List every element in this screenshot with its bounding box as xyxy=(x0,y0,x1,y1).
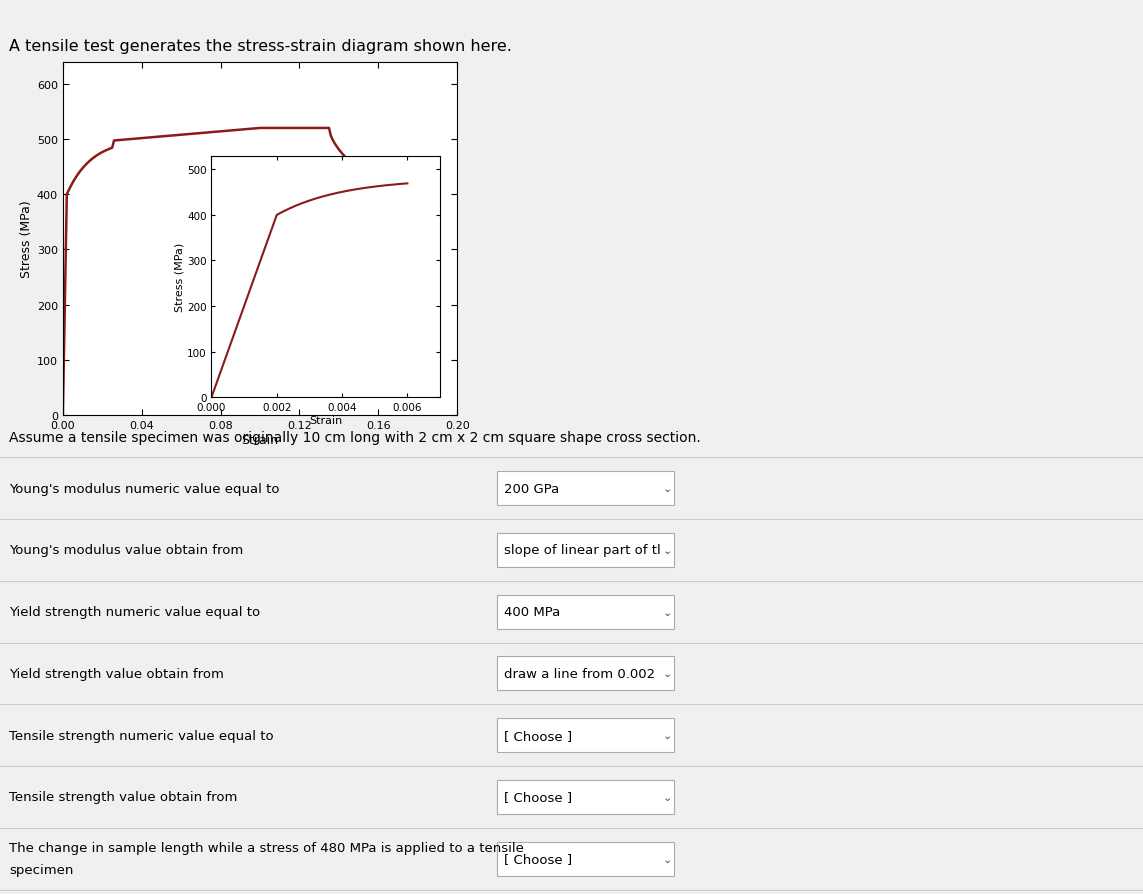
Text: Assume a tensile specimen was originally 10 cm long with 2 cm x 2 cm square shap: Assume a tensile specimen was originally… xyxy=(9,431,701,445)
Text: Young's modulus value obtain from: Young's modulus value obtain from xyxy=(9,544,243,557)
Text: ⌄: ⌄ xyxy=(663,484,672,493)
Text: ⌄: ⌄ xyxy=(663,854,672,864)
Text: Yield strength numeric value equal to: Yield strength numeric value equal to xyxy=(9,605,261,619)
Text: [ Choose ]: [ Choose ] xyxy=(504,852,573,865)
Text: ⌄: ⌄ xyxy=(663,545,672,555)
Text: ⌄: ⌄ xyxy=(663,669,672,679)
Text: Tensile strength numeric value equal to: Tensile strength numeric value equal to xyxy=(9,729,274,742)
Text: The change in sample length while a stress of 480 MPa is applied to a tensile: The change in sample length while a stre… xyxy=(9,841,523,855)
Text: ⌄: ⌄ xyxy=(663,607,672,617)
X-axis label: Strain: Strain xyxy=(241,434,279,446)
Text: draw a line from 0.002: draw a line from 0.002 xyxy=(504,667,660,680)
Y-axis label: Stress (MPa): Stress (MPa) xyxy=(174,242,184,312)
Text: slope of linear part of tl: slope of linear part of tl xyxy=(504,544,661,557)
Text: A tensile test generates the stress-strain diagram shown here.: A tensile test generates the stress-stra… xyxy=(9,39,512,55)
X-axis label: Strain: Strain xyxy=(309,416,343,426)
Text: 400 MPa: 400 MPa xyxy=(504,605,560,619)
Text: ⌄: ⌄ xyxy=(663,792,672,802)
Text: Young's modulus numeric value equal to: Young's modulus numeric value equal to xyxy=(9,482,280,495)
Text: ⌄: ⌄ xyxy=(663,730,672,740)
Text: Tensile strength value obtain from: Tensile strength value obtain from xyxy=(9,790,238,804)
Text: [ Choose ]: [ Choose ] xyxy=(504,729,573,742)
Text: specimen: specimen xyxy=(9,863,73,876)
Text: [ Choose ]: [ Choose ] xyxy=(504,790,573,804)
Text: Yield strength value obtain from: Yield strength value obtain from xyxy=(9,667,224,680)
Text: 200 GPa: 200 GPa xyxy=(504,482,559,495)
Y-axis label: Stress (MPa): Stress (MPa) xyxy=(19,200,33,278)
